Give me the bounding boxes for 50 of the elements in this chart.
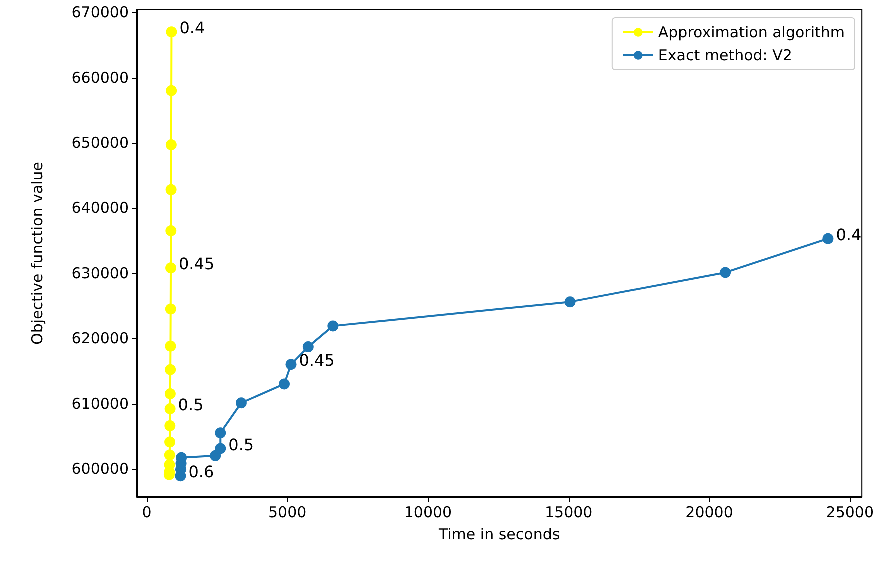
y-axis-title: Objective function value [28, 162, 46, 345]
y-tick-label: 620000 [72, 330, 129, 348]
point [166, 184, 177, 196]
point [165, 340, 176, 352]
point [720, 267, 732, 278]
x-tick-label: 20000 [686, 504, 734, 522]
point [166, 226, 177, 237]
y-tick-label: 670000 [72, 4, 129, 22]
point [166, 26, 178, 38]
point [286, 359, 297, 370]
point [165, 364, 176, 376]
point [822, 233, 834, 244]
point [236, 398, 247, 409]
point [564, 296, 576, 308]
annotation: 0.4 [836, 225, 862, 244]
point [215, 428, 226, 439]
annotation: 0.5 [228, 435, 254, 454]
legend-label: Approximation algorithm [658, 24, 846, 42]
x-tick-label: 10000 [404, 504, 452, 522]
y-tick-label: 640000 [72, 199, 129, 218]
point [164, 388, 176, 400]
point [302, 342, 314, 353]
y-tick-label: 600000 [72, 460, 129, 478]
point [210, 450, 222, 462]
x-tick-label: 5000 [268, 504, 307, 522]
point [164, 403, 176, 414]
y-tick-label: 650000 [72, 134, 129, 152]
point [166, 85, 178, 96]
x-axis-title: Time in seconds [438, 526, 560, 544]
point [164, 420, 176, 432]
annotation: 0.6 [188, 462, 214, 482]
point [279, 378, 290, 390]
point [166, 139, 177, 150]
x-tick-label: 15000 [545, 504, 593, 522]
point [165, 304, 176, 315]
point [166, 262, 177, 274]
legend-label: Exact method: V2 [658, 46, 792, 64]
annotation: 0.4 [180, 18, 206, 38]
annotation: 0.45 [299, 351, 335, 370]
annotation: 0.5 [178, 395, 204, 414]
point [328, 320, 339, 332]
annotation: 0.45 [179, 254, 215, 274]
x-tick-label: 0 [142, 504, 152, 522]
point [215, 443, 226, 454]
y-tick-label: 610000 [72, 394, 129, 413]
y-tick-label: 630000 [72, 264, 129, 282]
x-tick-label: 25000 [826, 504, 874, 522]
point [164, 450, 176, 461]
y-tick-label: 660000 [72, 68, 129, 87]
point [164, 436, 176, 448]
